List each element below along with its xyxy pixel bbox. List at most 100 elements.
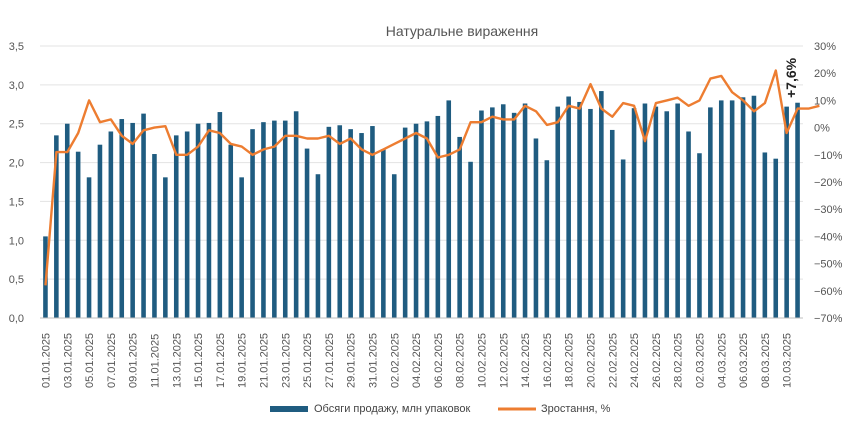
- bar: [697, 153, 702, 318]
- bar: [522, 103, 528, 318]
- bar: [675, 103, 680, 318]
- y-right-tick-label: 10%: [814, 95, 836, 107]
- x-tick-label: 05.01.2025: [84, 333, 96, 388]
- x-tick-label: 15.01.2025: [193, 333, 205, 388]
- bar: [708, 107, 713, 318]
- y-left-tick-label: 0,0: [9, 313, 24, 325]
- x-tick-label: 04.03.2025: [716, 333, 728, 388]
- bar: [479, 110, 484, 318]
- bar: [402, 127, 408, 318]
- bar: [631, 108, 637, 319]
- bar: [315, 174, 321, 318]
- y-right-tick-label: 30%: [814, 41, 836, 53]
- bar: [370, 126, 375, 318]
- bar: [75, 151, 81, 318]
- x-tick-label: 23.01.2025: [280, 333, 292, 388]
- y-right-tick-label: −70%: [814, 313, 843, 325]
- legend-swatch-bars: [270, 406, 308, 412]
- bar: [544, 160, 550, 318]
- bar: [784, 106, 789, 318]
- bar: [282, 120, 288, 318]
- x-tick-label: 28.02.2025: [673, 333, 685, 388]
- bar: [729, 100, 735, 319]
- bar: [664, 111, 670, 318]
- bar: [511, 112, 517, 318]
- bar: [424, 121, 430, 318]
- y-right-tick-label: −60%: [814, 286, 843, 298]
- line-series: [44, 69, 820, 286]
- bar: [206, 122, 212, 319]
- bar: [435, 115, 441, 318]
- x-tick-label: 08.03.2025: [760, 333, 772, 388]
- x-tick-label: 12.02.2025: [498, 333, 510, 388]
- bar: [152, 154, 157, 318]
- x-tick-label: 13.01.2025: [171, 333, 183, 388]
- y-left-tick-label: 1,0: [9, 235, 24, 247]
- y-right-tick-label: −30%: [814, 204, 843, 216]
- bar: [337, 125, 343, 318]
- y-right-tick-label: −50%: [814, 259, 843, 271]
- bar: [261, 122, 266, 318]
- x-tick-label: 14.02.2025: [520, 333, 532, 388]
- y-axis-left: 0,0 0,5 1,0 1,5 2,0 2,5 3,0 3,5: [9, 41, 24, 325]
- x-tick-label: 26.02.2025: [651, 333, 663, 388]
- bar: [391, 174, 397, 318]
- bar: [500, 104, 506, 319]
- x-tick-label: 10.02.2025: [476, 333, 488, 388]
- bar: [555, 106, 561, 318]
- bar: [54, 135, 59, 318]
- bar: [293, 111, 299, 318]
- x-tick-label: 01.01.2025: [41, 333, 53, 388]
- bar: [566, 96, 571, 318]
- bar: [609, 129, 615, 318]
- y-axis-right: 30% 20% 10% 0% −10% −20% −30% −40% −50% −60% −70%: [814, 41, 843, 325]
- bar: [326, 126, 332, 318]
- bar: [599, 91, 604, 319]
- bar: [348, 129, 353, 318]
- x-tick-label: 19.01.2025: [237, 333, 249, 388]
- bar: [762, 152, 768, 318]
- legend-label-bars: Обсяги продажу, млн упаковок: [314, 403, 470, 415]
- x-tick-label: 24.02.2025: [629, 333, 641, 388]
- x-tick-label: 21.01.2025: [259, 333, 271, 388]
- bar: [130, 122, 135, 319]
- y-left-tick-label: 0,5: [9, 274, 24, 286]
- y-right-tick-label: −40%: [814, 231, 843, 243]
- x-tick-label: 18.02.2025: [564, 333, 576, 388]
- bar: [381, 149, 386, 318]
- x-tick-label: 07.01.2025: [106, 333, 118, 388]
- bar: [108, 131, 114, 318]
- x-axis-labels: 01.01.2025 03.01.2025 05.01.2025 07.01.2025…: [41, 333, 794, 388]
- y-right-tick-label: 0%: [814, 123, 830, 135]
- y-right-tick-label: −10%: [814, 150, 843, 162]
- bar: [141, 113, 146, 319]
- bar: [195, 123, 201, 318]
- x-tick-label: 29.01.2025: [346, 333, 358, 388]
- bar: [163, 177, 168, 318]
- x-tick-label: 02.03.2025: [695, 333, 707, 388]
- bar: [86, 177, 92, 318]
- bar: [490, 107, 495, 318]
- bar: [304, 148, 310, 318]
- bar: [228, 144, 234, 318]
- y-left-tick-label: 3,5: [9, 41, 24, 53]
- bar: [468, 161, 473, 318]
- x-tick-label: 06.03.2025: [738, 333, 750, 388]
- bar: [272, 120, 277, 318]
- y-left-tick-label: 1,5: [9, 196, 24, 208]
- y-left-tick-label: 2,0: [9, 158, 24, 170]
- bar: [250, 129, 255, 318]
- y-left-tick-label: 2,5: [9, 119, 24, 131]
- x-tick-label: 27.01.2025: [324, 333, 336, 388]
- legend: Обсяги продажу, млн упаковок Зростання, …: [270, 403, 611, 415]
- x-tick-label: 17.01.2025: [215, 333, 227, 388]
- bar: [64, 123, 70, 318]
- x-tick-label: 31.01.2025: [367, 333, 379, 388]
- bar: [239, 177, 244, 318]
- bar: [97, 144, 103, 318]
- x-tick-label: 16.02.2025: [542, 333, 554, 388]
- x-tick-label: 02.02.2025: [389, 333, 401, 388]
- x-tick-label: 25.01.2025: [302, 333, 314, 388]
- bar: [359, 133, 364, 318]
